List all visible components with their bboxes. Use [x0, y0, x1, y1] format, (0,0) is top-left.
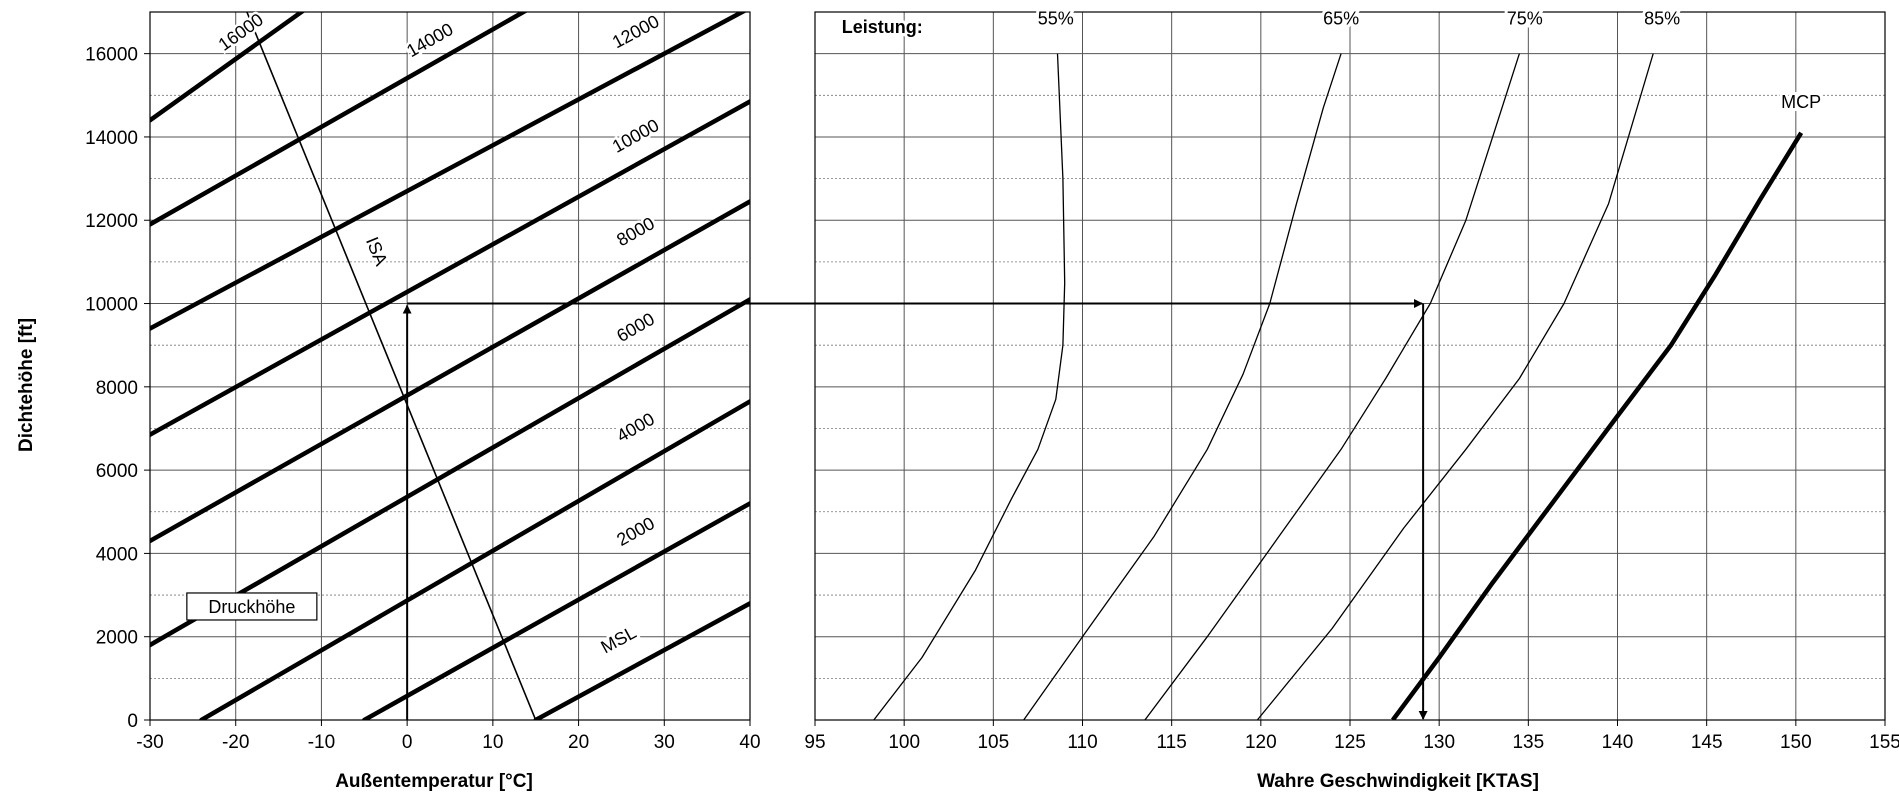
pressure-altitude-label: 16000: [215, 9, 267, 54]
pressure-altitude-line: [150, 297, 750, 648]
power-label: 75%: [1507, 8, 1543, 28]
pressure-altitude-label: 6000: [613, 309, 658, 346]
pressure-altitude-line: [199, 399, 750, 720]
x-tick-label: 10: [482, 732, 503, 753]
y-axis-title: Dichtehöhe [ft]: [16, 318, 37, 452]
x-tick-label: 100: [888, 732, 920, 753]
pressure-altitude-lines: [150, 12, 750, 720]
pressure-altitude-label: 8000: [613, 213, 658, 250]
pressure-altitude-line: [150, 12, 528, 227]
legend-box: [186, 592, 318, 621]
power-curve: [1144, 53, 1521, 720]
pressure-altitude-line: [150, 199, 750, 544]
x-tick-label: 20: [568, 732, 589, 753]
pressure-altitude-label: 2000: [613, 513, 658, 550]
x-axis-title-left: Außentemperatur [°C]: [335, 771, 533, 792]
x-tick-label: 30: [654, 732, 675, 753]
y-tick-label: 6000: [96, 461, 138, 482]
x-tick-label: 125: [1334, 732, 1366, 753]
y-tick-label: 14000: [85, 128, 138, 149]
x-tick-label: 0: [402, 732, 413, 753]
x-tick-label: 155: [1869, 732, 1899, 753]
x-tick-label: 105: [977, 732, 1009, 753]
pressure-altitude-line: [362, 501, 750, 720]
pressure-altitude-line: [150, 99, 750, 437]
x-axis-title-right: Wahre Geschwindigkeit [KTAS]: [1257, 771, 1539, 792]
mcp-curve: [1390, 131, 1804, 720]
y-tick-label: 4000: [96, 544, 138, 565]
y-tick-label: 0: [127, 711, 138, 732]
pressure-altitude-label: MSL: [598, 622, 640, 657]
x-tick-label: -20: [222, 732, 249, 753]
pressure-altitude-line: [533, 601, 750, 720]
pressure-altitude-label: 4000: [613, 409, 658, 446]
x-tick-label: 40: [739, 732, 760, 753]
pressure-altitude-line: [150, 12, 306, 123]
y-tick-label: 8000: [96, 378, 138, 399]
y-tick-label: 16000: [85, 45, 138, 66]
right-panel-speed: 95 100 105 110 115 120 125 130 135 140 145 150 155 55…: [804, 5, 1899, 753]
x-tick-label: 150: [1780, 732, 1812, 753]
x-tick-label: 115: [1157, 732, 1187, 753]
power-legend-title: Leistung:: [842, 17, 923, 37]
power-curve: [873, 53, 1066, 720]
example-path: [402, 299, 1428, 720]
plot-frame: [814, 11, 1886, 721]
x-tick-label: 130: [1423, 732, 1455, 753]
isa-label: ISA: [362, 234, 391, 268]
isa-line: [246, 12, 537, 720]
y-tick-label: 10000: [85, 295, 138, 316]
power-curves: [873, 53, 1804, 720]
y-tick-label: 2000: [96, 628, 138, 649]
plot-frame: [149, 11, 751, 721]
x-tick-label: -10: [308, 732, 335, 753]
power-label: 65%: [1323, 8, 1359, 28]
power-label: 55%: [1038, 8, 1074, 28]
x-tick-label: 110: [1067, 732, 1097, 753]
x-tick-label: 95: [804, 732, 825, 753]
power-label: 85%: [1644, 8, 1680, 28]
power-curve: [1023, 53, 1342, 720]
legend-label: Druckhöhe: [208, 597, 295, 617]
x-tick-label: -30: [136, 732, 163, 753]
x-tick-label: 145: [1691, 732, 1723, 753]
pressure-altitude-line: [150, 12, 747, 331]
pressure-altitude-label: 10000: [609, 115, 662, 157]
pressure-altitude-label: 12000: [609, 11, 663, 52]
x-tick-label: 120: [1245, 732, 1277, 753]
x-tick-label: 135: [1512, 732, 1544, 753]
mcp-label: MCP: [1781, 92, 1821, 112]
power-curve: [1256, 53, 1654, 720]
left-panel-temperature: -30 -20 -10 0 10 20 30 40 0 2000 4000 6000 8000 10000…: [85, 7, 760, 753]
y-tick-label: 12000: [85, 211, 138, 232]
x-tick-label: 140: [1602, 732, 1634, 753]
